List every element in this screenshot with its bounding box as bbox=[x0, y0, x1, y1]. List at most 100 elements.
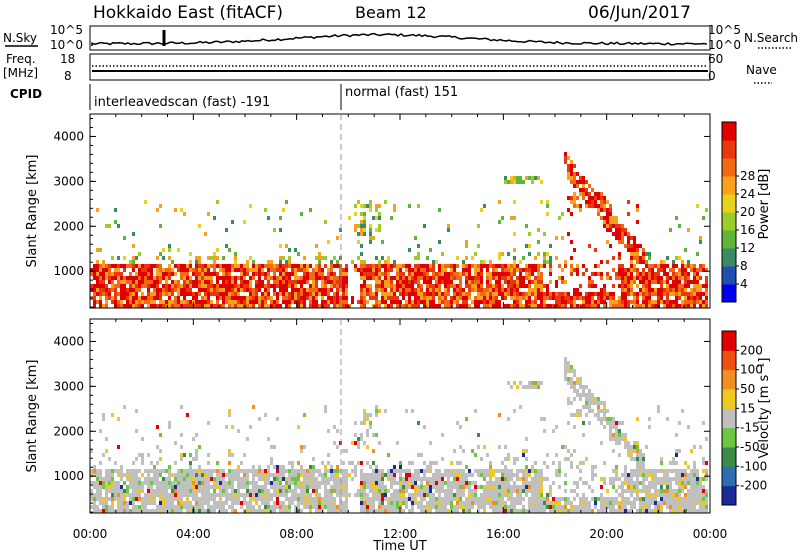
data-cell bbox=[645, 473, 648, 477]
data-cell bbox=[495, 264, 498, 268]
data-cell bbox=[603, 208, 606, 212]
data-cell bbox=[573, 176, 576, 180]
data-cell bbox=[351, 461, 354, 465]
data-cell bbox=[630, 481, 633, 485]
colorbar-tick-label: 16 bbox=[740, 223, 755, 237]
data-cell bbox=[234, 489, 237, 493]
data-cell bbox=[366, 272, 369, 276]
data-cell bbox=[414, 493, 417, 497]
data-cell bbox=[189, 276, 192, 280]
data-cell bbox=[705, 276, 708, 280]
data-cell bbox=[351, 260, 354, 264]
data-cell bbox=[429, 300, 432, 304]
data-cell bbox=[249, 276, 252, 280]
data-cell bbox=[462, 272, 465, 276]
data-cell bbox=[234, 264, 237, 268]
data-cell bbox=[327, 489, 330, 493]
data-cell bbox=[423, 489, 426, 493]
data-cell bbox=[483, 501, 486, 505]
data-cell bbox=[612, 232, 615, 236]
data-cell bbox=[186, 272, 189, 276]
data-cell bbox=[630, 489, 633, 493]
data-cell bbox=[171, 473, 174, 477]
data-cell bbox=[261, 485, 264, 489]
data-cell bbox=[417, 296, 420, 300]
data-cell bbox=[420, 264, 423, 268]
data-cell bbox=[99, 469, 102, 473]
data-cell bbox=[276, 505, 279, 509]
data-cell bbox=[525, 284, 528, 288]
data-cell bbox=[609, 304, 612, 308]
data-cell bbox=[366, 284, 369, 288]
data-cell bbox=[657, 272, 660, 276]
data-cell bbox=[174, 441, 177, 445]
data-cell bbox=[447, 228, 450, 232]
data-cell bbox=[492, 469, 495, 473]
data-cell bbox=[525, 244, 528, 248]
data-cell bbox=[162, 509, 165, 513]
data-cell bbox=[678, 280, 681, 284]
data-cell bbox=[693, 288, 696, 292]
data-cell bbox=[594, 304, 597, 308]
data-cell bbox=[168, 284, 171, 288]
data-cell bbox=[489, 300, 492, 304]
data-cell bbox=[225, 493, 228, 497]
data-cell bbox=[402, 501, 405, 505]
data-cell bbox=[468, 505, 471, 509]
data-cell bbox=[156, 493, 159, 497]
data-cell bbox=[639, 469, 642, 473]
data-cell bbox=[417, 493, 420, 497]
data-cell bbox=[501, 284, 504, 288]
data-cell bbox=[573, 373, 576, 377]
data-cell bbox=[477, 272, 480, 276]
data-cell bbox=[90, 288, 93, 292]
data-cell bbox=[252, 465, 255, 469]
data-cell bbox=[363, 280, 366, 284]
data-cell bbox=[111, 296, 114, 300]
data-cell bbox=[525, 437, 528, 441]
data-cell bbox=[699, 268, 702, 272]
data-cell bbox=[573, 369, 576, 373]
data-cell bbox=[96, 268, 99, 272]
data-cell bbox=[606, 212, 609, 216]
data-cell bbox=[567, 497, 570, 501]
data-cell bbox=[198, 489, 201, 493]
data-cell bbox=[411, 288, 414, 292]
data-cell bbox=[210, 284, 213, 288]
data-cell bbox=[561, 296, 564, 300]
data-cell bbox=[576, 180, 579, 184]
data-cell bbox=[360, 252, 363, 256]
data-cell bbox=[705, 477, 708, 481]
data-cell bbox=[123, 304, 126, 308]
data-cell bbox=[600, 292, 603, 296]
data-cell bbox=[630, 248, 633, 252]
data-cell bbox=[135, 509, 138, 513]
data-cell bbox=[330, 260, 333, 264]
data-cell bbox=[609, 296, 612, 300]
data-cell bbox=[132, 292, 135, 296]
data-cell bbox=[156, 304, 159, 308]
data-cell bbox=[102, 260, 105, 264]
data-cell bbox=[537, 497, 540, 501]
data-cell bbox=[300, 493, 303, 497]
data-cell bbox=[324, 493, 327, 497]
data-cell bbox=[129, 264, 132, 268]
data-cell bbox=[537, 288, 540, 292]
data-cell bbox=[120, 469, 123, 473]
data-cell bbox=[522, 497, 525, 501]
data-cell bbox=[651, 268, 654, 272]
data-cell bbox=[513, 300, 516, 304]
data-cell bbox=[699, 501, 702, 505]
data-cell bbox=[228, 272, 231, 276]
data-cell bbox=[129, 276, 132, 280]
data-cell bbox=[297, 505, 300, 509]
data-cell bbox=[537, 264, 540, 268]
data-cell bbox=[213, 477, 216, 481]
data-cell bbox=[279, 477, 282, 481]
data-cell bbox=[360, 469, 363, 473]
data-cell bbox=[537, 381, 540, 385]
data-cell bbox=[702, 509, 705, 513]
data-cell bbox=[372, 493, 375, 497]
data-cell bbox=[201, 276, 204, 280]
data-cell bbox=[513, 260, 516, 264]
